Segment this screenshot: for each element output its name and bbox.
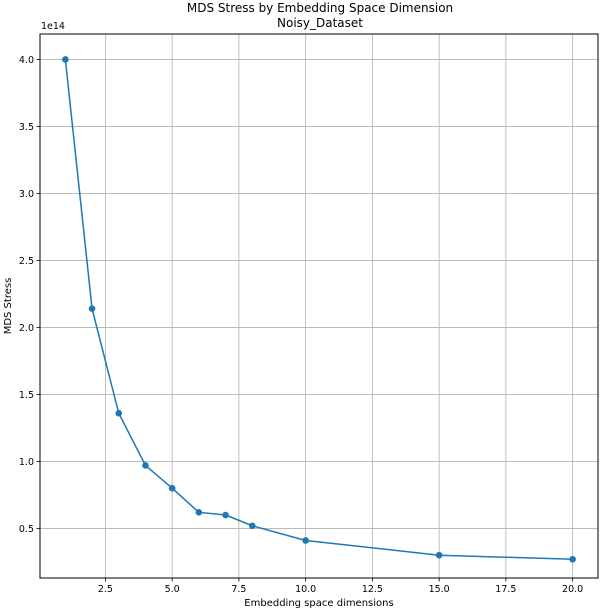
y-tick-label: 3.5 (19, 122, 34, 133)
data-point (62, 56, 69, 63)
data-point (302, 537, 309, 544)
data-point (248, 522, 256, 530)
x-tick-label: 10.0 (295, 584, 316, 595)
series-layer (62, 56, 576, 563)
y-axis-label: MDS Stress (3, 278, 14, 335)
data-point (168, 484, 176, 492)
x-tick-label: 2.5 (98, 584, 113, 595)
data-point (142, 462, 149, 469)
data-point (115, 409, 123, 417)
y-tick-label: 4.0 (19, 55, 34, 66)
x-axis-label: Embedding space dimensions (244, 598, 393, 609)
chart-subtitle: Noisy_Dataset (277, 16, 363, 30)
y-tick-label: 0.5 (19, 524, 34, 535)
x-tick-label: 20.0 (562, 584, 583, 595)
x-tick-label: 12.5 (362, 584, 383, 595)
grid (40, 34, 598, 578)
y-tick-label: 1.5 (19, 390, 34, 401)
plot-frame (39, 33, 599, 579)
x-tick-label: 17.5 (495, 584, 516, 595)
x-tick-label: 15.0 (429, 584, 450, 595)
y-tick-label: 1.0 (19, 457, 34, 468)
data-point (222, 511, 229, 519)
y-tick-label: 2.0 (19, 323, 34, 334)
series-line (64, 59, 573, 560)
data-point (195, 509, 203, 516)
chart-title: MDS Stress by Embedding Space Dimension (187, 1, 453, 15)
y-tick-label: 3.0 (19, 189, 34, 200)
axis-ticks: 2.5 5.0 7.5 10.0 12.5 15.0 17.5 20.0 0.5 1.0 1.5 2.… (19, 55, 583, 595)
x-tick-label: 5.0 (165, 584, 180, 595)
y-offset-label: 1e14 (41, 21, 65, 32)
data-point (435, 551, 443, 559)
data-point (88, 305, 96, 312)
y-tick-label: 2.5 (19, 256, 34, 267)
x-tick-label: 7.5 (231, 584, 246, 595)
data-point (569, 555, 576, 563)
